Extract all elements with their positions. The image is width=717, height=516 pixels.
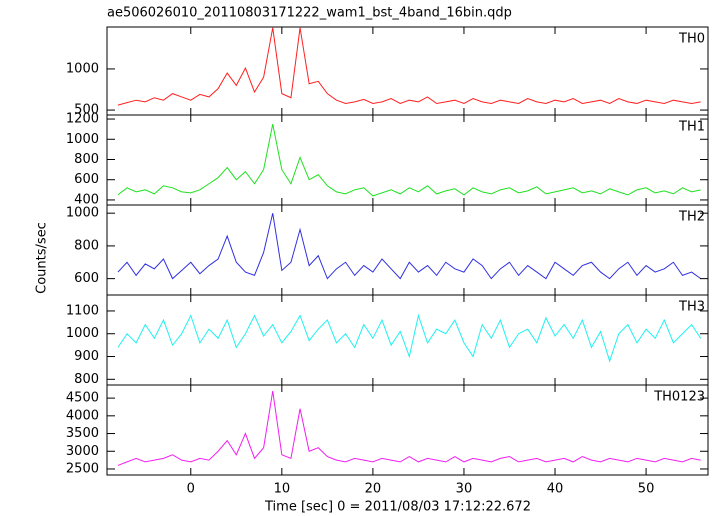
data-line <box>117 313 702 363</box>
y-tick-label: 3500 <box>66 426 99 441</box>
y-tick-label: 600 <box>74 172 99 187</box>
y-tick-label: 2500 <box>66 461 99 476</box>
y-tick-label: 1000 <box>66 132 99 147</box>
y-axis-label: Counts/sec <box>35 222 50 294</box>
y-tick-label: 1000 <box>66 326 99 341</box>
panel-frame <box>106 204 709 296</box>
panel-frame <box>106 294 709 386</box>
x-tick-label: 10 <box>274 482 291 497</box>
panel-label: TH2 <box>678 210 705 225</box>
data-line <box>117 27 701 106</box>
panel-label: TH3 <box>678 300 705 315</box>
panel-frame <box>106 26 709 116</box>
x-tick-label: 40 <box>547 482 564 497</box>
data-line <box>117 213 702 280</box>
y-tick-label: 800 <box>74 372 99 387</box>
y-tick-label: 1100 <box>66 303 99 318</box>
y-tick-label: 800 <box>74 238 99 253</box>
y-tick-label: 3000 <box>66 444 99 459</box>
panel-frame <box>106 384 709 476</box>
panel-label: TH0123 <box>653 390 705 405</box>
y-tick-label: 1200 <box>66 112 99 127</box>
y-tick-label: 4000 <box>66 408 99 423</box>
y-tick-label: 4500 <box>66 391 99 406</box>
y-tick-label: 1000 <box>66 206 99 221</box>
x-tick-label: 50 <box>638 482 655 497</box>
x-axis-label: Time [sec] 0 = 2011/08/03 17:12:22.672 <box>264 500 531 515</box>
data-line <box>117 124 701 197</box>
chart-title: ae506026010_20110803171222_wam1_bst_4ban… <box>107 6 512 21</box>
x-tick-label: 30 <box>456 482 473 497</box>
y-tick-label: 600 <box>74 271 99 286</box>
panel-label: TH1 <box>678 120 705 135</box>
y-tick-label: 400 <box>74 192 99 207</box>
panel-label: TH0 <box>678 32 705 47</box>
y-tick-label: 900 <box>74 349 99 364</box>
x-tick-label: 20 <box>365 482 382 497</box>
y-tick-label: 800 <box>74 152 99 167</box>
data-line <box>117 390 701 466</box>
y-tick-label: 500 <box>74 103 99 118</box>
y-tick-label: 1000 <box>66 61 99 76</box>
x-tick-label: 0 <box>187 482 195 497</box>
